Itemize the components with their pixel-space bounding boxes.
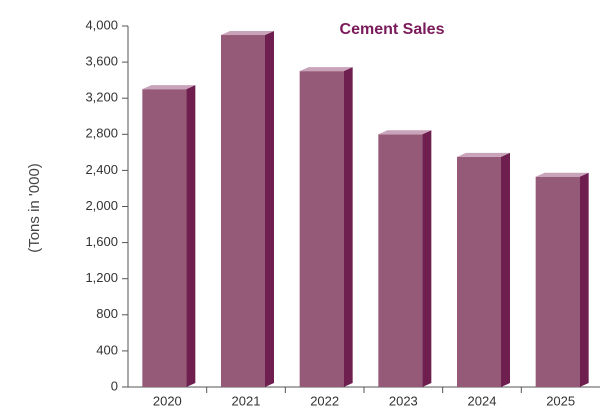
bar <box>378 134 423 387</box>
y-tick-label: 1,200 <box>85 270 118 285</box>
bar-side <box>186 85 196 388</box>
bar <box>221 35 265 388</box>
bar-side <box>579 172 589 387</box>
bar <box>535 176 580 387</box>
y-tick-label: 1,600 <box>85 234 118 249</box>
x-tick-label: 2020 <box>153 393 182 408</box>
x-tick-label: 2025 <box>546 393 575 408</box>
bar <box>142 89 187 388</box>
x-tick-label: 2022 <box>310 393 339 408</box>
y-tick-label: 0 <box>111 378 118 393</box>
bar-side <box>265 31 274 388</box>
y-tick-label: 2,000 <box>85 198 118 213</box>
bar-top <box>221 31 274 36</box>
bar-top <box>535 172 589 177</box>
y-tick-label: 2,800 <box>85 126 118 141</box>
bar <box>457 156 501 387</box>
x-tick-label: 2021 <box>232 393 261 408</box>
y-tick-label: 2,400 <box>85 162 118 177</box>
y-tick-label: 4,000 <box>85 17 118 32</box>
x-tick-label: 2024 <box>468 393 497 408</box>
y-axis-label: (Tons in '000) <box>26 163 43 253</box>
bar-side <box>422 130 432 388</box>
bar-top <box>378 130 432 135</box>
bar-top <box>299 67 353 72</box>
bar-side <box>343 67 353 387</box>
bar-top <box>142 85 196 90</box>
bar <box>299 71 344 387</box>
bar-top <box>457 152 510 157</box>
y-tick-label: 3,200 <box>85 90 118 105</box>
y-tick-label: 3,600 <box>85 54 118 69</box>
bar-side <box>501 152 510 387</box>
chart-title: Cement Sales <box>340 21 445 38</box>
y-tick-label: 400 <box>96 342 118 357</box>
y-tick-label: 800 <box>96 306 118 321</box>
x-tick-label: 2023 <box>389 393 418 408</box>
